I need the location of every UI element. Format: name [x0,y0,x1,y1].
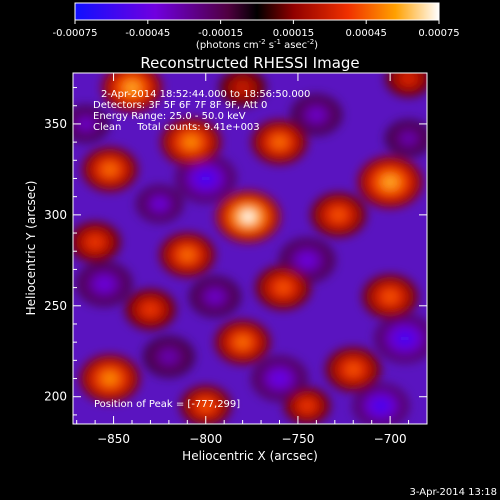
negative-source [375,401,387,411]
colorbar-tick-label: 0.00045 [346,28,387,39]
negative-source [311,110,322,119]
negative-source [98,279,110,289]
positive-source [273,137,286,147]
colorbar [74,2,440,21]
positive-source [126,82,138,93]
colorbar-ticks [74,20,440,24]
x-tick-label: −850 [97,432,130,446]
positive-source [145,305,156,314]
x-tick-label: −800 [189,432,222,446]
annotation-energy: Energy Range: 25.0 - 50.0 keV [93,111,246,122]
plot-frame [72,72,428,425]
negative-source [199,173,212,184]
y-axis: 200 250 300 350 [44,87,427,416]
colorbar-tick-label: -0.00045 [125,28,170,39]
colorbar-units: (photons cm-2 s-1 asec-2) [196,38,318,51]
positive-source [185,137,197,147]
colorbar-tick-labels: -0.00075 -0.00045 -0.00015 0.00015 0.00045 0.… [53,28,460,39]
negative-source [163,352,174,361]
x-axis-label: Heliocentric X (arcsec) [182,449,318,463]
positive-source [90,238,101,247]
x-tick-label: −700 [374,432,407,446]
positive-source [347,365,359,374]
x-tick-label: −750 [281,432,314,446]
positive-source [277,283,289,293]
annotation-time: 2-Apr-2014 18:52:44.000 to 18:56:50.000 [101,89,310,100]
annotation-block: 2-Apr-2014 18:52:44.000 to 18:56:50.000 … [93,89,310,133]
positive-source [200,401,211,410]
positive-source [302,402,312,410]
positive-source [104,164,116,174]
peak-position-label: Position of Peak = [-777,299] [94,399,240,410]
negative-source [81,120,91,128]
heatmap [73,73,427,424]
y-tick-label: 200 [44,390,67,404]
positive-source [103,373,116,384]
positive-source [181,250,193,260]
colorbar-tick-label: -0.00015 [198,28,243,39]
positive-source [237,337,249,347]
y-tick-label: 300 [44,208,67,222]
negative-source [209,292,221,301]
positive-source [383,176,397,188]
positive-source [241,211,255,222]
negative-source [301,255,313,265]
footer-date: 3-Apr-2014 13:18 [410,487,497,498]
positive-source [384,292,396,302]
positive-source [332,210,345,220]
negative-source [155,200,165,208]
negative-source [398,333,411,344]
colorbar-tick-label: 0.00075 [418,28,459,39]
x-axis: −850 −800 −750 −700 [76,73,428,446]
colorbar-tick-label: -0.00075 [53,28,98,39]
positive-source [403,74,414,83]
y-tick-label: 250 [44,299,67,313]
chart-title: Reconstructed RHESSI Image [140,54,359,72]
annotation-detectors: Detectors: 3F 5F 6F 7F 8F 9F, Att 0 [93,100,267,111]
negative-source [403,134,414,143]
positive-source [238,83,248,92]
y-tick-label: 350 [44,117,67,131]
annotation-counts: Clean Total counts: 9.41e+003 [93,122,260,133]
y-axis-label: Heliocentric Y (arcsec) [24,181,38,316]
negative-source [273,374,286,383]
colorbar-tick-label: 0.00015 [273,28,314,39]
